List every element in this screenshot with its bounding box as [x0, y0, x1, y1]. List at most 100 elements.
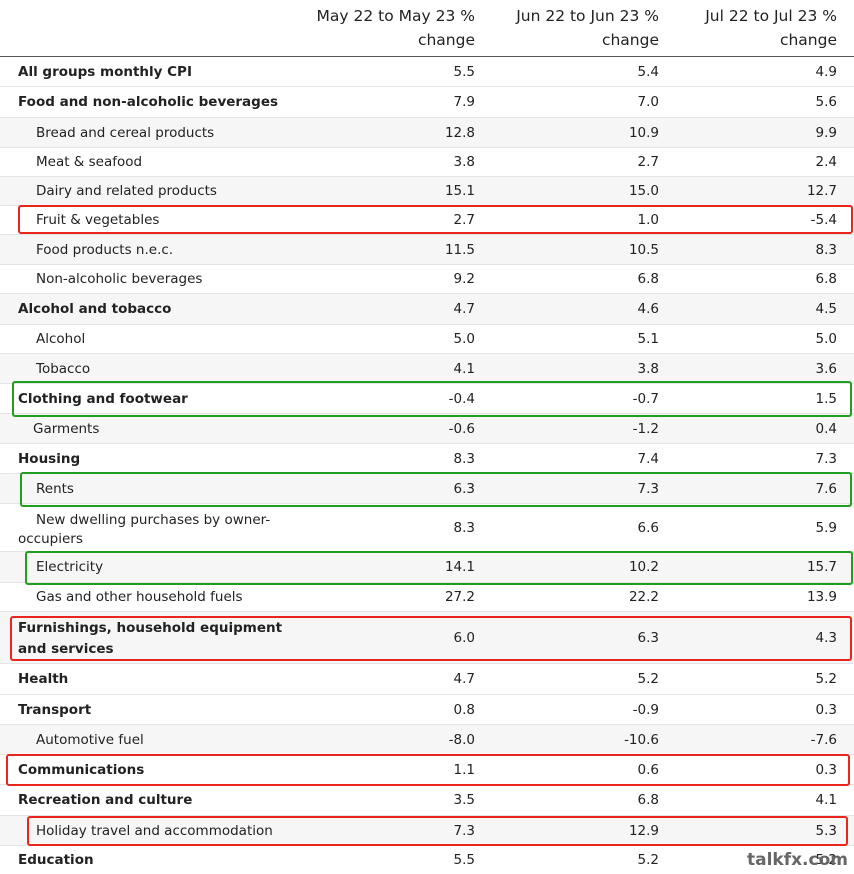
cell-jul: 5.2	[815, 671, 837, 687]
row-label: Non-alcoholic beverages	[36, 271, 203, 287]
table-row-communications: Communications 1.1 0.6 0.3	[0, 755, 854, 785]
row-label: Rents	[36, 480, 74, 497]
cell-jun: 2.7	[637, 154, 659, 170]
row-label: Food and non-alcoholic beverages	[18, 94, 279, 110]
row-label: Meat & seafood	[36, 154, 143, 170]
cell-jul: -5.4	[810, 212, 837, 228]
row-label: Bread and cereal products	[36, 124, 215, 141]
cell-jun: -10.6	[624, 731, 659, 748]
row-label-line1: New dwelling purchases by owner-	[36, 512, 271, 528]
cell-may: 14.1	[444, 559, 475, 575]
column-header-jun: Jun 22 to Jun 23 % change	[516, 4, 659, 52]
cell-jul: 5.9	[815, 519, 837, 536]
cell-may: 15.1	[444, 183, 475, 199]
cell-jun: 1.0	[637, 212, 659, 228]
column-header-jul: Jul 22 to Jul 23 % change	[705, 4, 837, 52]
column-header-may: May 22 to May 23 % change	[317, 4, 475, 52]
table-row-bread: Bread and cereal products 12.8 10.9 9.9	[0, 118, 854, 148]
row-label: All groups monthly CPI	[18, 63, 192, 80]
table-row-tobacco: Tobacco 4.1 3.8 3.6	[0, 354, 854, 384]
table-row-transport: Transport 0.8 -0.9 0.3	[0, 695, 854, 725]
cell-may: -8.0	[448, 731, 475, 748]
cell-jul: 4.1	[815, 792, 837, 808]
table-row-meat: Meat & seafood 3.8 2.7 2.4	[0, 148, 854, 177]
cell-jul: 1.5	[815, 390, 837, 407]
cell-may: 0.8	[453, 701, 475, 718]
cell-jul: 5.2	[815, 852, 837, 868]
cell-may: 12.8	[444, 124, 475, 141]
cell-jun: 5.2	[637, 671, 659, 687]
table-row-non-alcoholic: Non-alcoholic beverages 9.2 6.8 6.8	[0, 265, 854, 294]
cell-jun: 5.4	[637, 63, 659, 80]
row-label: Dairy and related products	[36, 183, 217, 199]
cell-jun: 10.9	[628, 124, 659, 141]
cell-jun: -0.9	[632, 701, 659, 718]
table-row-all-groups: All groups monthly CPI 5.5 5.4 4.9	[0, 57, 854, 87]
cell-jul: 3.6	[815, 360, 837, 377]
row-label: Alcohol and tobacco	[18, 301, 172, 317]
cell-jul: 0.3	[815, 701, 837, 718]
cell-jul: 4.9	[815, 63, 837, 80]
cell-jun: 6.8	[637, 271, 659, 287]
cell-may: -0.6	[448, 420, 475, 437]
column-header-jun-line2: change	[601, 31, 659, 49]
cell-may: 4.1	[453, 360, 475, 377]
cell-jul: 8.3	[815, 241, 837, 258]
row-label: Alcohol	[36, 331, 86, 347]
table-row-fruit: Fruit & vegetables 2.7 1.0 -5.4	[0, 206, 854, 235]
table-row-food-nec: Food products n.e.c. 11.5 10.5 8.3	[0, 235, 854, 265]
cell-may: 8.3	[453, 519, 475, 536]
cell-may: 11.5	[444, 241, 475, 258]
cell-may: 5.5	[453, 852, 475, 868]
row-label: Clothing and footwear	[18, 390, 188, 407]
cell-jun: 6.3	[637, 629, 659, 646]
cell-may: 7.9	[453, 94, 475, 110]
table-row-furnishings: Furnishings, household equipment and ser…	[0, 612, 854, 664]
cell-may: 27.2	[444, 589, 475, 605]
cell-jul: 0.4	[815, 420, 837, 437]
column-header-jul-line2: change	[779, 31, 837, 49]
cell-jun: 6.6	[637, 519, 659, 536]
row-label: Tobacco	[36, 360, 91, 377]
row-label: Health	[18, 671, 69, 687]
table-row-new-dwelling: New dwelling purchases by owner- occupie…	[0, 504, 854, 552]
column-header-jul-line1: Jul 22 to Jul 23 %	[705, 7, 837, 25]
cell-jun: 10.2	[628, 559, 659, 575]
cell-may: 7.3	[453, 822, 475, 839]
cell-may: 1.1	[453, 761, 475, 778]
cell-jun: 3.8	[637, 360, 659, 377]
cell-jul: 5.0	[815, 331, 837, 347]
row-label: Garments	[33, 420, 100, 437]
table-row-alcohol: Alcohol 5.0 5.1 5.0	[0, 325, 854, 354]
row-label: Food products n.e.c.	[36, 241, 174, 258]
column-header-jun-line1: Jun 22 to Jun 23 %	[516, 7, 659, 25]
row-label: Housing	[18, 450, 81, 467]
table-row-holiday-travel: Holiday travel and accommodation 7.3 12.…	[0, 816, 854, 846]
row-label-line2: and services	[18, 641, 114, 657]
column-header-may-line2: change	[417, 31, 475, 49]
cell-may: 3.8	[453, 154, 475, 170]
table-row-electricity: Electricity 14.1 10.2 15.7	[0, 552, 854, 583]
cell-jun: -1.2	[632, 420, 659, 437]
cell-jun: 12.9	[628, 822, 659, 839]
table-row-health: Health 4.7 5.2 5.2	[0, 664, 854, 695]
cell-jul: 9.9	[815, 124, 837, 141]
cell-may: 8.3	[453, 450, 475, 467]
watermark: talkfx.com	[746, 850, 848, 870]
row-label: Electricity	[36, 559, 104, 575]
row-label: Gas and other household fuels	[36, 589, 243, 605]
cell-jul: 12.7	[806, 183, 837, 199]
cell-may: -0.4	[448, 390, 475, 407]
cell-jun: 4.6	[637, 301, 659, 317]
table-row-dairy: Dairy and related products 15.1 15.0 12.…	[0, 177, 854, 206]
row-label: Recreation and culture	[18, 792, 193, 808]
table-row-education: Education 5.5 5.2 5.2	[0, 846, 854, 874]
cell-jul: 4.5	[815, 301, 837, 317]
cell-jul: 5.6	[815, 94, 837, 110]
cell-jun: 7.4	[637, 450, 659, 467]
table-row-alcohol-tobacco: Alcohol and tobacco 4.7 4.6 4.5	[0, 294, 854, 325]
cell-jun: 5.2	[637, 852, 659, 868]
table-row-housing: Housing 8.3 7.4 7.3	[0, 444, 854, 474]
cell-jul: 7.3	[815, 450, 837, 467]
cell-jul: 5.3	[815, 822, 837, 839]
